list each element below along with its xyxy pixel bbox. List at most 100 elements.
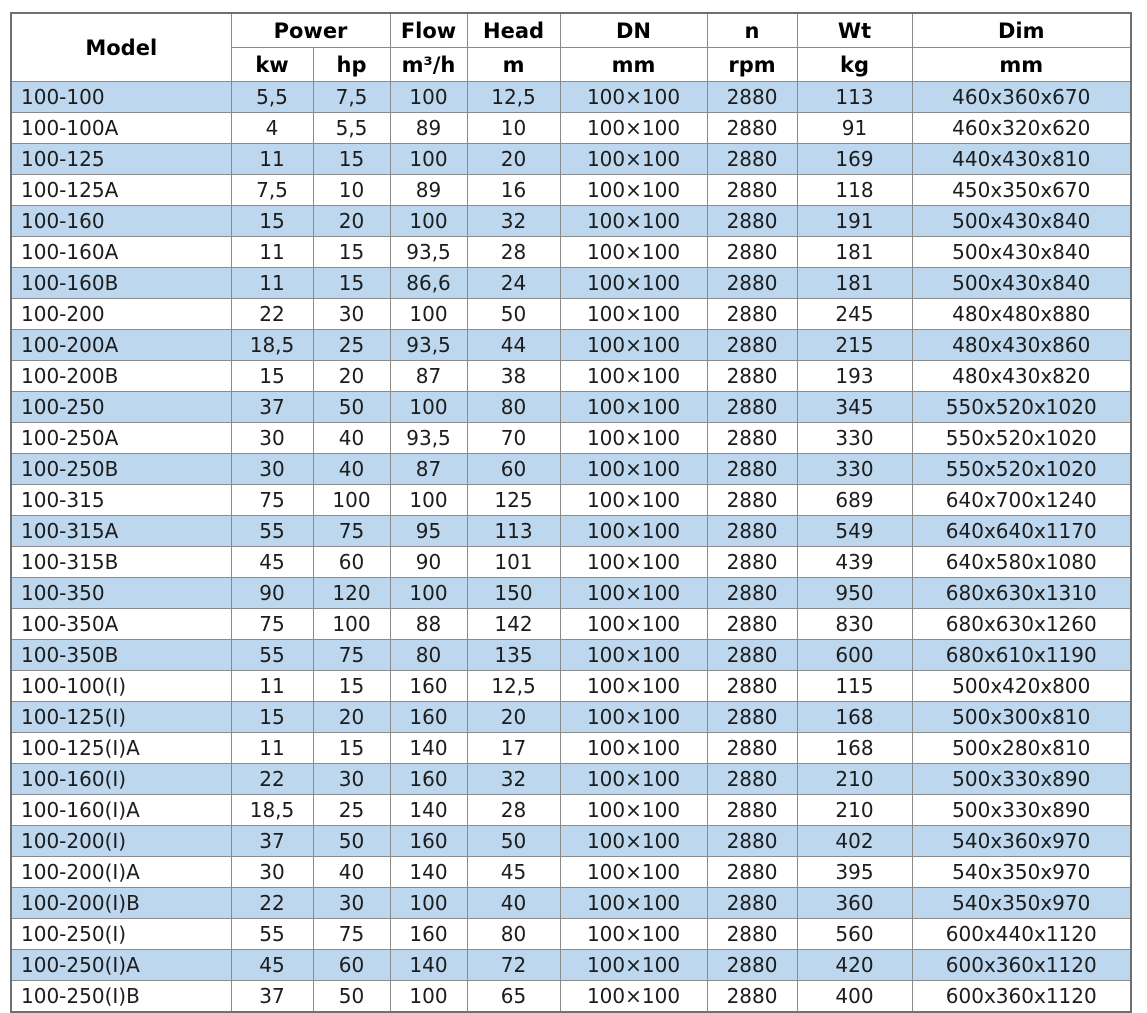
cell-flow: 93,5 [389,422,468,454]
table-row: 100-160B 11 15 86,6 24 100×100 2880 181 500x430x… [10,267,1132,299]
cell-power-hp: 75 [312,515,391,547]
table-row: 100-160 15 20 100 32 100×100 2880 191 500x430x84… [10,205,1132,237]
cell-wt: 345 [796,391,913,423]
cell-dim: 480x430x820 [911,360,1132,392]
cell-wt: 950 [796,577,913,609]
cell-model: 100-250B [10,453,232,485]
cell-head: 113 [466,515,561,547]
cell-head: 17 [466,732,561,764]
table-row: 100-125 11 15 100 20 100×100 2880 169 440x430x81… [10,143,1132,175]
cell-model: 100-160 [10,205,232,237]
cell-wt: 439 [796,546,913,578]
cell-head: 32 [466,205,561,237]
cell-dn: 100×100 [559,546,708,578]
table-row: 100-200(I)A 30 40 140 45 100×100 2880 395 540x35… [10,856,1132,888]
cell-model: 100-125A [10,174,232,206]
cell-power-hp: 20 [312,360,391,392]
table-row: 100-125A 7,5 10 89 16 100×100 2880 118 450x350x6… [10,174,1132,206]
cell-flow: 140 [389,949,468,981]
unit-kw: kw [230,47,314,82]
cell-dn: 100×100 [559,298,708,330]
cell-wt: 115 [796,670,913,702]
cell-dn: 100×100 [559,825,708,857]
cell-dn: 100×100 [559,856,708,888]
table-row: 100-160(I) 22 30 160 32 100×100 2880 210 500x330… [10,763,1132,795]
cell-head: 50 [466,825,561,857]
cell-dn: 100×100 [559,515,708,547]
cell-n: 2880 [706,639,798,671]
cell-power-hp: 15 [312,670,391,702]
cell-model: 100-350A [10,608,232,640]
cell-dn: 100×100 [559,577,708,609]
cell-dn: 100×100 [559,236,708,268]
cell-power-kw: 55 [230,515,314,547]
cell-dn: 100×100 [559,608,708,640]
cell-power-hp: 60 [312,546,391,578]
cell-model: 100-100(I) [10,670,232,702]
cell-flow: 100 [389,887,468,919]
cell-power-kw: 45 [230,949,314,981]
cell-power-kw: 18,5 [230,794,314,826]
cell-dn: 100×100 [559,391,708,423]
cell-flow: 100 [389,391,468,423]
cell-power-hp: 100 [312,484,391,516]
cell-model: 100-100A [10,112,232,144]
table-row: 100-100A 4 5,5 89 10 100×100 2880 91 460x320x620 [10,112,1132,144]
cell-model: 100-200A [10,329,232,361]
cell-power-hp: 15 [312,143,391,175]
cell-power-hp: 5,5 [312,112,391,144]
cell-wt: 689 [796,484,913,516]
cell-n: 2880 [706,112,798,144]
cell-power-kw: 15 [230,701,314,733]
cell-power-hp: 50 [312,825,391,857]
cell-dim: 480x480x880 [911,298,1132,330]
cell-wt: 420 [796,949,913,981]
cell-flow: 88 [389,608,468,640]
cell-dn: 100×100 [559,763,708,795]
cell-dn: 100×100 [559,949,708,981]
cell-dim: 440x430x810 [911,143,1132,175]
cell-dn: 100×100 [559,484,708,516]
cell-flow: 89 [389,112,468,144]
cell-wt: 91 [796,112,913,144]
cell-model: 100-250A [10,422,232,454]
cell-power-kw: 55 [230,639,314,671]
unit-wt: kg [796,47,913,82]
cell-n: 2880 [706,546,798,578]
cell-flow: 87 [389,360,468,392]
cell-dim: 500x420x800 [911,670,1132,702]
table-row: 100-200(I) 37 50 160 50 100×100 2880 402 540x360… [10,825,1132,857]
cell-head: 45 [466,856,561,888]
cell-model: 100-200(I) [10,825,232,857]
table-row: 100-250(I)B 37 50 100 65 100×100 2880 400 600x36… [10,980,1132,1013]
cell-head: 10 [466,112,561,144]
cell-dn: 100×100 [559,360,708,392]
cell-head: 101 [466,546,561,578]
cell-head: 150 [466,577,561,609]
cell-flow: 140 [389,856,468,888]
cell-n: 2880 [706,856,798,888]
cell-flow: 140 [389,794,468,826]
cell-model: 100-200(I)A [10,856,232,888]
header-n: n [706,12,798,48]
cell-dn: 100×100 [559,205,708,237]
cell-flow: 160 [389,670,468,702]
cell-flow: 90 [389,546,468,578]
cell-power-kw: 18,5 [230,329,314,361]
cell-model: 100-250(I)A [10,949,232,981]
cell-wt: 360 [796,887,913,919]
cell-dim: 680x630x1260 [911,608,1132,640]
cell-dim: 500x280x810 [911,732,1132,764]
cell-wt: 191 [796,205,913,237]
cell-model: 100-100 [10,81,232,113]
cell-flow: 100 [389,143,468,175]
cell-dn: 100×100 [559,422,708,454]
cell-dim: 460x360x670 [911,81,1132,113]
cell-flow: 140 [389,732,468,764]
cell-power-kw: 15 [230,205,314,237]
cell-dn: 100×100 [559,887,708,919]
cell-power-kw: 37 [230,391,314,423]
cell-wt: 400 [796,980,913,1013]
cell-head: 70 [466,422,561,454]
cell-power-hp: 30 [312,887,391,919]
